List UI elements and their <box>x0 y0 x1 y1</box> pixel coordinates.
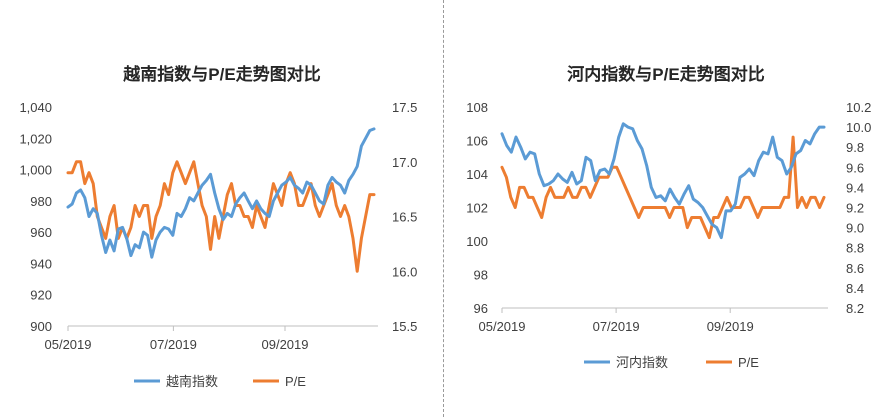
legend-label: P/E <box>738 355 759 370</box>
x-tick-label: 09/2019 <box>262 337 309 352</box>
y-left-tick-label: 98 <box>474 268 488 283</box>
y-left-tick-label: 108 <box>466 100 488 115</box>
y-right-tick-label: 9.6 <box>846 160 864 175</box>
y-right-tick-label: 16.5 <box>392 210 417 225</box>
chart-panel-hnx-index: 河内指数与P/E走势图对比 108 106 104 102 100 98 96 10.2 10.… <box>444 0 888 417</box>
panel-divider <box>443 0 444 417</box>
y-right-tick-label: 9.8 <box>846 140 864 155</box>
y-left-tick-label: 980 <box>30 194 52 209</box>
y-right-tick-label: 17.0 <box>392 155 417 170</box>
x-tick-label: 05/2019 <box>45 337 92 352</box>
y-right-tick-label: 8.2 <box>846 301 864 316</box>
legend-label: P/E <box>285 374 306 389</box>
y-left-tick-label: 106 <box>466 134 488 149</box>
y-left-tick-label: 1,000 <box>19 163 52 178</box>
vn-index-chart: 1,040 1,020 1,000 980 960 940 920 900 17.5 17.0 16… <box>19 100 417 389</box>
y-right-tick-label: 8.6 <box>846 261 864 276</box>
pe-series-line <box>66 160 376 273</box>
y-left-tick-label: 96 <box>474 301 488 316</box>
index-series-line <box>66 127 376 259</box>
y-right-tick-label: 8.4 <box>846 281 864 296</box>
pe-series-line <box>500 135 826 240</box>
y-left-tick-label: 102 <box>466 201 488 216</box>
x-tick-label: 09/2019 <box>707 319 754 334</box>
y-left-tick-label: 960 <box>30 225 52 240</box>
y-right-tick-label: 9.2 <box>846 201 864 216</box>
hnx-index-chart: 108 106 104 102 100 98 96 10.2 10.0 9.8 9.6 9.4 9.2 9… <box>466 100 871 370</box>
y-left-tick-label: 920 <box>30 288 52 303</box>
x-tick-label: 05/2019 <box>479 319 526 334</box>
x-tick-label: 07/2019 <box>150 337 197 352</box>
y-right-tick-label: 9.4 <box>846 180 864 195</box>
index-series-line <box>500 122 826 240</box>
y-right-tick-label: 10.2 <box>846 100 871 115</box>
x-tick-label: 07/2019 <box>593 319 640 334</box>
y-left-tick-label: 100 <box>466 234 488 249</box>
y-right-tick-label: 8.8 <box>846 241 864 256</box>
legend-label: 河内指数 <box>616 355 668 370</box>
chart-title: 越南指数与P/E走势图对比 <box>123 65 321 84</box>
y-left-tick-label: 900 <box>30 319 52 334</box>
chart-title: 河内指数与P/E走势图对比 <box>567 65 765 84</box>
y-right-tick-label: 15.5 <box>392 319 417 334</box>
y-right-tick-label: 10.0 <box>846 120 871 135</box>
y-left-tick-label: 1,040 <box>19 100 52 115</box>
y-right-tick-label: 9.0 <box>846 221 864 236</box>
y-left-tick-label: 1,020 <box>19 131 52 146</box>
chart-panel-vn-index: 越南指数与P/E走势图对比 1,040 1,020 1,000 980 960 940 92… <box>19 65 417 389</box>
y-left-tick-label: 940 <box>30 256 52 271</box>
y-right-tick-label: 16.0 <box>392 264 417 279</box>
legend-label: 越南指数 <box>166 374 218 389</box>
y-right-tick-label: 17.5 <box>392 100 417 115</box>
y-left-tick-label: 104 <box>466 167 488 182</box>
